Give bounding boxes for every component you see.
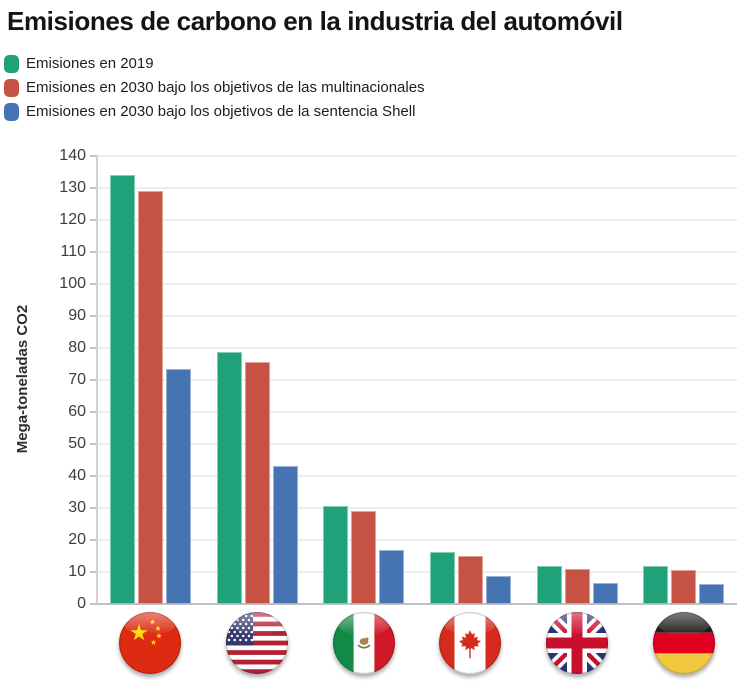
bar-Estados Unidos-serie2 (244, 362, 270, 604)
bar-China-serie1 (109, 175, 135, 604)
mexico-flag-icon (333, 612, 395, 674)
gridline (97, 347, 737, 349)
y-axis-tick (90, 283, 97, 285)
y-axis-tick-label: 20 (68, 531, 86, 548)
legend-item-2030-multinationals: Emisiones en 2030 bajo los objetivos de … (4, 79, 425, 97)
gridline (97, 411, 737, 413)
y-axis-tick-label: 40 (68, 467, 86, 484)
bar-México-serie3 (379, 549, 405, 604)
canada-flag-icon (439, 612, 501, 674)
legend-item-2019: Emisiones en 2019 (4, 55, 425, 73)
y-axis-line (96, 156, 98, 604)
bar-Canadá-serie1 (429, 551, 455, 604)
legend-swatch-green-icon (4, 55, 19, 73)
bar-China-serie3 (165, 368, 191, 604)
y-axis-tick (90, 187, 97, 189)
y-axis-tick (90, 155, 97, 157)
bar-México-serie1 (323, 506, 349, 604)
bar-Alemania-serie2 (671, 570, 697, 604)
y-axis-tick (90, 603, 97, 605)
y-axis-tick-label: 0 (77, 595, 86, 612)
gridline (97, 475, 737, 477)
gridline (97, 155, 737, 157)
usa-flag-icon (226, 612, 288, 674)
legend-label: Emisiones en 2030 bajo los objetivos de … (26, 103, 416, 120)
y-axis-tick (90, 219, 97, 221)
y-axis-tick-label: 120 (59, 211, 86, 228)
legend-swatch-red-icon (4, 79, 19, 97)
y-axis-title: Mega-toneladas CO2 (14, 304, 31, 454)
bar-Reino Unido-serie2 (564, 568, 590, 604)
y-axis-tick-label: 100 (59, 275, 86, 292)
gridline (97, 571, 737, 573)
uk-flag-icon (546, 612, 608, 674)
bar-China-serie2 (137, 191, 163, 604)
bar-Reino Unido-serie1 (536, 565, 562, 604)
gridline (97, 315, 737, 317)
y-axis-tick (90, 251, 97, 253)
y-axis-tick-label: 50 (68, 435, 86, 452)
y-axis-tick (90, 347, 97, 349)
gridline (97, 539, 737, 541)
bar-México-serie2 (351, 511, 377, 604)
legend-item-2030-shell: Emisiones en 2030 bajo los objetivos de … (4, 103, 425, 121)
legend-swatch-blue-icon (4, 103, 19, 121)
bar-Alemania-serie1 (643, 566, 669, 604)
y-axis-tick-label: 70 (68, 371, 86, 388)
bar-Alemania-serie3 (699, 583, 725, 604)
y-axis-tick (90, 315, 97, 317)
gridline (97, 251, 737, 253)
y-axis-tick-label: 130 (59, 179, 86, 196)
legend-label: Emisiones en 2030 bajo los objetivos de … (26, 79, 425, 96)
y-axis-tick (90, 571, 97, 573)
y-axis-tick (90, 443, 97, 445)
gridline (97, 187, 737, 189)
y-axis-tick-label: 30 (68, 499, 86, 516)
y-axis-tick-label: 90 (68, 307, 86, 324)
germany-flag-icon (653, 612, 715, 674)
gridline (97, 443, 737, 445)
bar-Canadá-serie3 (485, 575, 511, 604)
y-axis-tick-label: 10 (68, 563, 86, 580)
y-axis-tick (90, 539, 97, 541)
y-axis-tick (90, 475, 97, 477)
bar-Reino Unido-serie3 (592, 582, 618, 604)
y-axis-tick-label: 80 (68, 339, 86, 356)
y-axis-tick-label: 60 (68, 403, 86, 420)
y-axis-tick-label: 110 (60, 243, 86, 260)
y-axis-tick (90, 507, 97, 509)
bar-Estados Unidos-serie1 (216, 352, 242, 604)
page-title: Emisiones de carbono en la industria del… (7, 6, 623, 36)
gridline (97, 283, 737, 285)
gridline (97, 507, 737, 509)
bar-Canadá-serie2 (457, 556, 483, 604)
legend: Emisiones en 2019 Emisiones en 2030 bajo… (4, 55, 425, 127)
bar-Estados Unidos-serie3 (272, 466, 298, 604)
legend-label: Emisiones en 2019 (26, 55, 154, 72)
gridline (97, 379, 737, 381)
y-axis-tick-label: 140 (59, 147, 86, 164)
gridline (97, 219, 737, 221)
china-flag-icon (119, 612, 181, 674)
y-axis-tick (90, 411, 97, 413)
x-axis-line (97, 603, 737, 605)
y-axis-tick (90, 379, 97, 381)
